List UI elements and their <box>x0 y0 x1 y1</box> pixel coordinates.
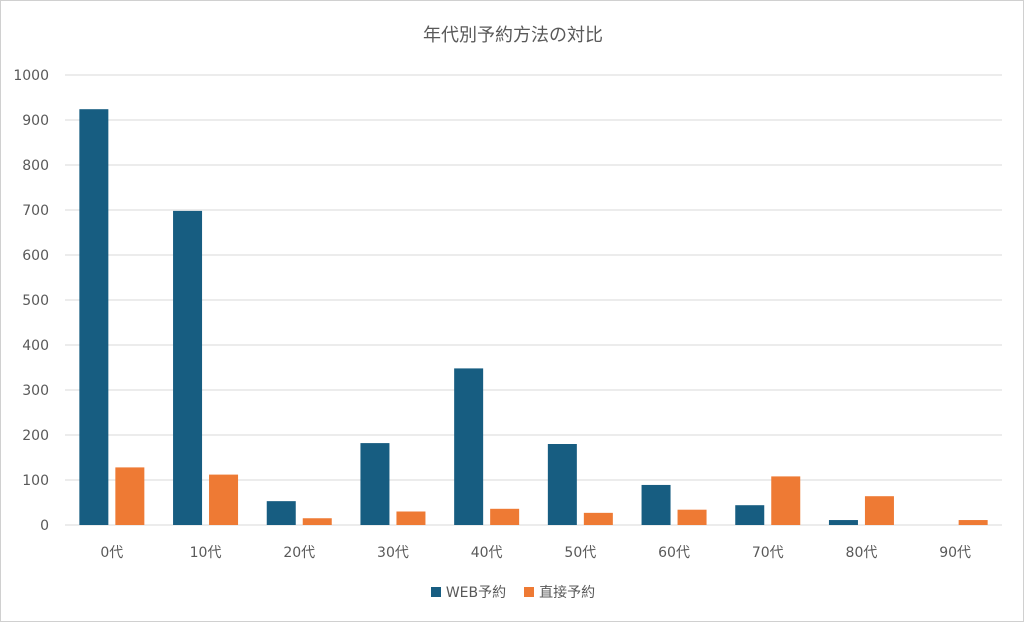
y-tick-label: 1000 <box>13 68 49 84</box>
legend-swatch-web <box>430 587 441 597</box>
x-tick-label: 10代 <box>190 545 222 561</box>
chart-title: 年代別予約方法の対比 <box>423 25 603 46</box>
y-tick-label: 0 <box>40 518 49 534</box>
x-tick-label: 50代 <box>564 545 596 561</box>
x-tick-label: 30代 <box>377 545 409 561</box>
bar-direct-3 <box>396 511 426 525</box>
x-tick-label: 0代 <box>100 545 123 561</box>
bar-direct-5 <box>583 512 613 525</box>
y-tick-label: 200 <box>22 428 49 444</box>
legend-label-web: WEB予約 <box>445 585 507 601</box>
bar-direct-8 <box>864 496 894 525</box>
bar-web-6 <box>641 484 671 525</box>
y-axis-ticks: 0 100 200 300 400 500 600 700 800 900 1000 <box>13 68 49 534</box>
bars <box>79 109 988 525</box>
bar-direct-2 <box>302 518 332 525</box>
y-tick-label: 600 <box>22 248 49 264</box>
y-tick-label: 400 <box>22 338 49 354</box>
bar-web-0 <box>79 109 109 525</box>
y-tick-label: 700 <box>22 203 49 219</box>
x-tick-label: 60代 <box>658 545 690 561</box>
legend-label-direct: 直接予約 <box>539 585 596 601</box>
bar-direct-4 <box>490 508 520 525</box>
bar-direct-9 <box>958 520 988 525</box>
x-axis-ticks: 0代 10代 20代 30代 40代 50代 60代 70代 80代 90代 <box>100 545 971 561</box>
bar-web-4 <box>454 368 484 525</box>
bar-direct-6 <box>677 509 707 525</box>
bar-direct-7 <box>771 476 801 525</box>
bar-web-5 <box>547 444 577 525</box>
legend-swatch-direct <box>524 587 535 597</box>
y-tick-label: 100 <box>22 473 49 489</box>
x-tick-label: 40代 <box>471 545 503 561</box>
legend-item-direct: 直接予約 <box>524 582 595 602</box>
bar-web-2 <box>266 501 296 525</box>
bar-web-8 <box>828 520 858 525</box>
x-tick-label: 70代 <box>752 545 784 561</box>
bar-web-1 <box>173 210 203 525</box>
x-tick-label: 20代 <box>283 545 315 561</box>
y-tick-label: 300 <box>22 383 49 399</box>
x-tick-label: 80代 <box>846 545 878 561</box>
bar-direct-1 <box>209 474 239 525</box>
y-tick-label: 900 <box>22 113 49 129</box>
bar-web-3 <box>360 443 390 525</box>
y-tick-label: 800 <box>22 158 49 174</box>
gridlines <box>65 74 1002 526</box>
bar-direct-0 <box>115 467 145 525</box>
legend-item-web: WEB予約 <box>430 582 507 602</box>
bar-web-7 <box>735 505 765 525</box>
y-tick-label: 500 <box>22 293 49 309</box>
legend: WEB予約 直接予約 <box>1 582 1024 602</box>
x-tick-label: 90代 <box>939 545 971 561</box>
